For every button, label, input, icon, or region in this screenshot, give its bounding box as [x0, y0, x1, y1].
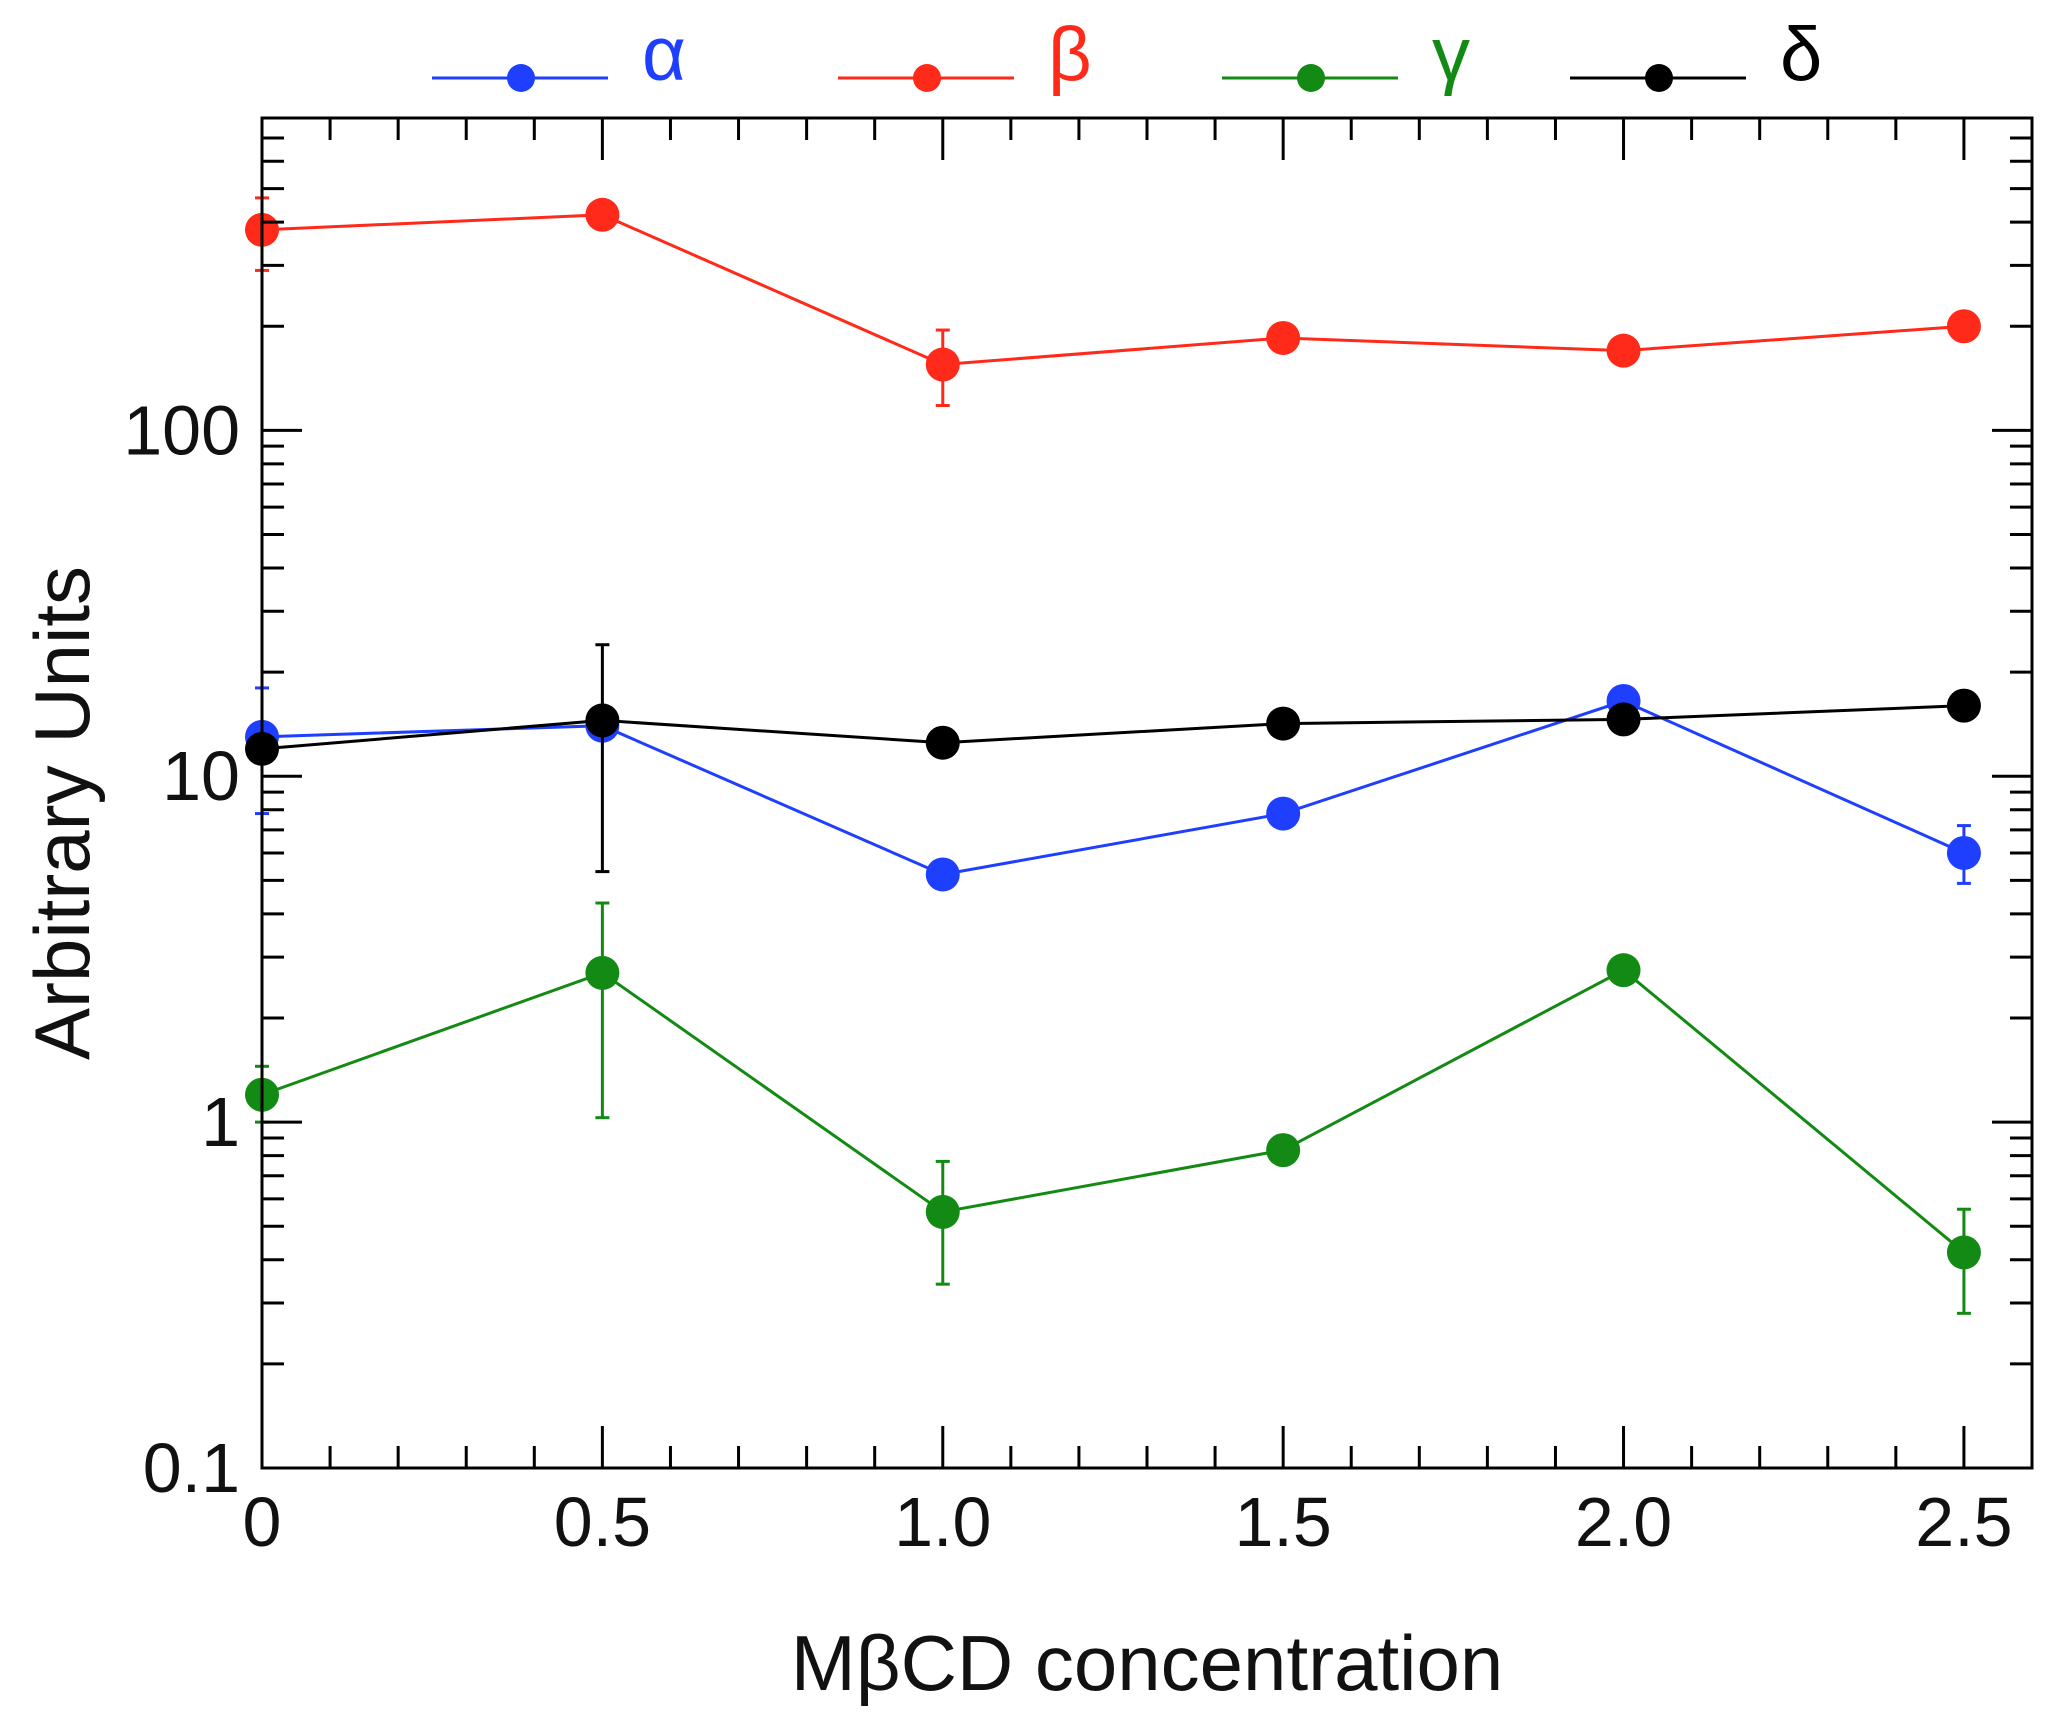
x-axis-label: MβCD concentration: [791, 1619, 1503, 1707]
data-point: [925, 347, 960, 382]
legend-label: β: [1048, 12, 1092, 97]
data-point: [925, 857, 960, 892]
series-line: [261, 213, 1965, 367]
legend-marker: [1645, 64, 1673, 92]
data-point: [585, 197, 620, 232]
legend-label: δ: [1780, 12, 1822, 97]
series-3: [245, 643, 1981, 874]
x-tick-label: 2.5: [1915, 1483, 2012, 1561]
x-tick-label: 1.5: [1234, 1483, 1331, 1561]
x-tick-label: 0: [243, 1483, 282, 1561]
legend-item-3: δ: [1570, 12, 1822, 97]
axis-ticks: [260, 116, 2034, 1470]
data-point: [585, 703, 620, 738]
plot-series: [245, 196, 1981, 1315]
legend-marker: [507, 64, 535, 92]
x-tick-label: 2.0: [1575, 1483, 1672, 1561]
legend-item-2: γ: [1222, 12, 1470, 97]
y-axis-label: Arbitrary Units: [18, 566, 106, 1060]
y-tick-label: 10: [162, 737, 240, 815]
series-1: [245, 196, 1981, 407]
data-point: [1946, 309, 1981, 344]
legend-marker: [913, 64, 941, 92]
legend-item-1: β: [838, 12, 1092, 97]
series-line: [261, 704, 1964, 751]
series-2: [245, 901, 1981, 1315]
x-tick-label: 0.5: [554, 1483, 651, 1561]
data-point: [1946, 1235, 1981, 1270]
data-point: [925, 1194, 960, 1229]
data-point: [1266, 1133, 1301, 1168]
data-point: [1606, 953, 1641, 988]
plot-frame: [260, 116, 2034, 1470]
data-point: [925, 725, 960, 760]
x-tick-label: 1.0: [894, 1483, 991, 1561]
data-point: [1606, 702, 1641, 737]
legend-label: γ: [1432, 12, 1470, 97]
legend-label: α: [642, 12, 686, 97]
data-point: [585, 955, 620, 990]
legend-marker: [1297, 64, 1325, 92]
series-line: [261, 968, 1965, 1254]
data-point: [1606, 333, 1641, 368]
legend: α β γ δ: [432, 12, 1822, 97]
data-point: [1946, 688, 1981, 723]
y-tick-label: 100: [123, 391, 240, 469]
y-tick-label: 1: [201, 1083, 240, 1161]
data-point: [1266, 320, 1301, 355]
axis-tick-labels: 0 0.5 1.0 1.5 2.0 2.5 0.1 1 10 100: [123, 391, 2012, 1561]
series-line: [261, 699, 1965, 877]
data-point: [1266, 796, 1301, 831]
data-point: [1266, 706, 1301, 741]
data-point: [1946, 835, 1981, 870]
y-tick-label: 0.1: [143, 1429, 240, 1507]
legend-item-0: α: [432, 12, 686, 97]
